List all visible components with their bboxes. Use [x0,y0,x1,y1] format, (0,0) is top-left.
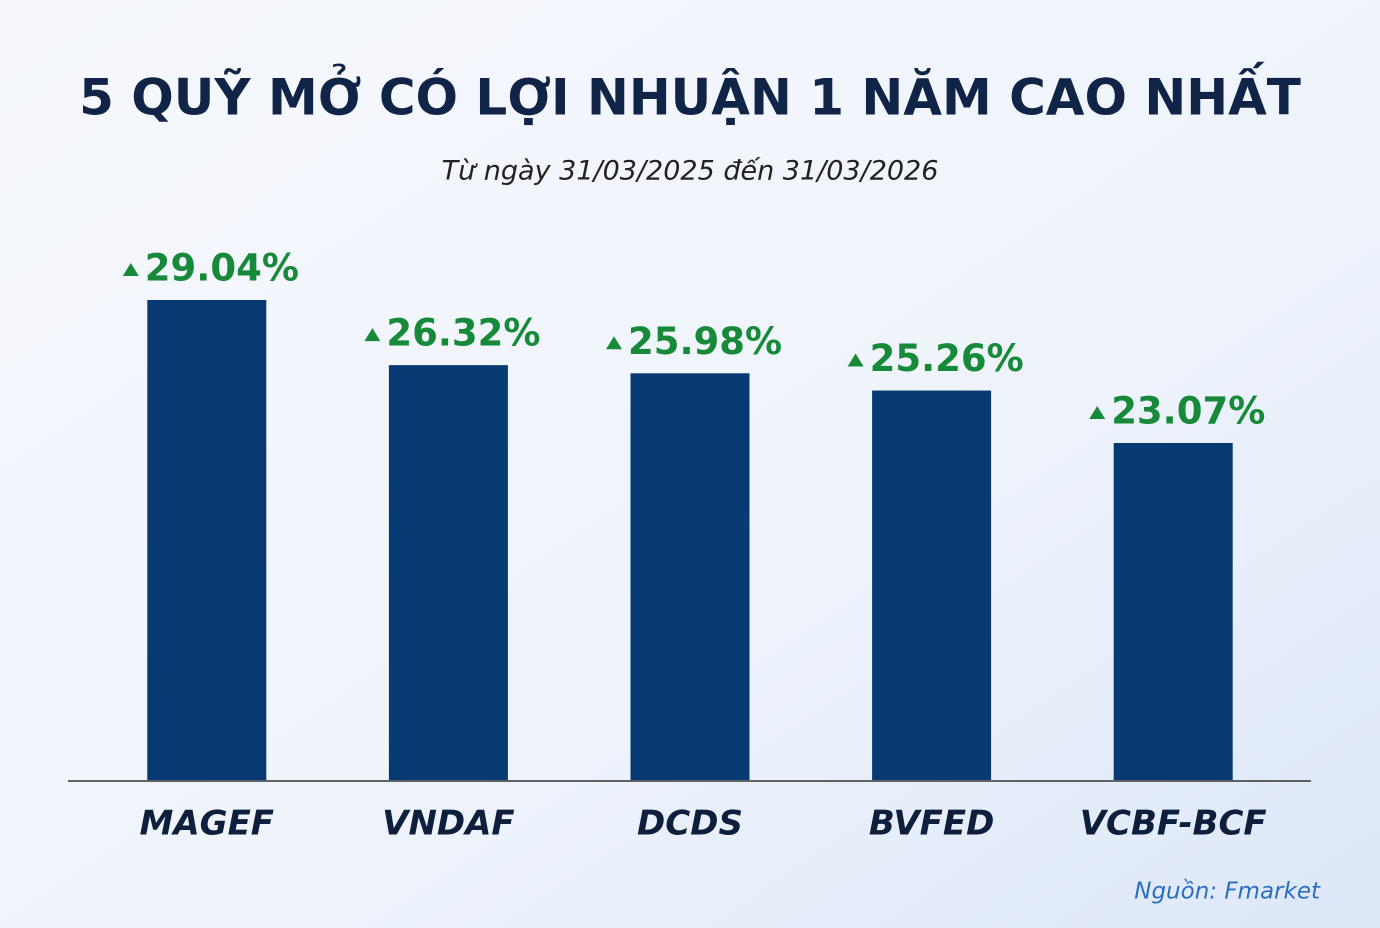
x-tick-label: VNDAF [382,804,515,844]
up-arrow [122,262,139,276]
bar [388,365,508,780]
up-arrow [1089,405,1106,419]
chart-subtitle: Từ ngày 31/03/2025 đến 31/03/2026 [442,156,939,187]
chart-title: 5 QUỸ MỞ CÓ LỢI NHUẬN 1 NĂM CAO NHẤT [79,62,1301,127]
value-label: 25.98% [628,320,782,363]
x-tick-label: DCDS [637,804,743,844]
value-label: 26.32% [386,312,540,355]
x-tick-label: MAGEF [140,804,275,844]
value-label: 29.04% [145,246,299,289]
up-arrow [364,328,381,342]
bar [630,373,750,780]
bar [1113,442,1233,780]
bar [872,390,992,780]
x-tick-label: BVFED [869,804,995,844]
source-note: Nguồn: Fmarket [1134,879,1321,905]
value-label: 23.07% [1111,389,1265,432]
bar [147,299,267,780]
up-arrow [606,336,622,350]
up-arrow [847,353,864,367]
x-tick-label: VCBF-BCF [1080,804,1267,844]
value-label: 25.26% [870,337,1024,380]
